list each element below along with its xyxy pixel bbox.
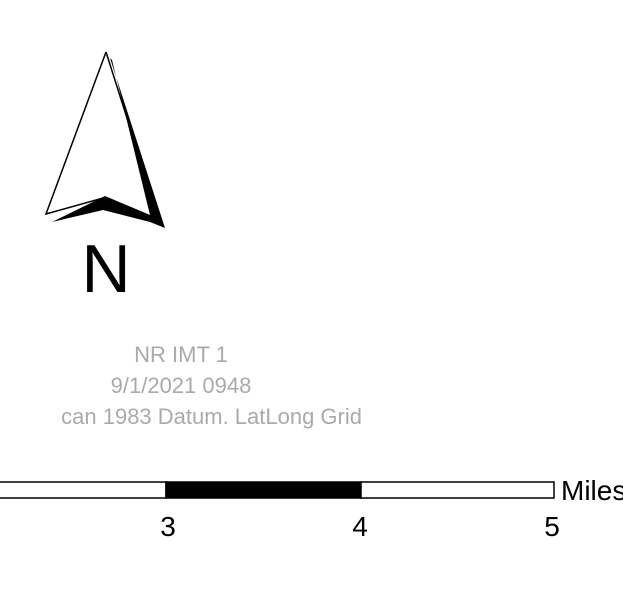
north-arrow: N xyxy=(44,51,165,307)
scale-tick-label: 3 xyxy=(160,511,176,542)
scale-segment-2 xyxy=(165,481,362,499)
scale-segment-1 xyxy=(0,481,167,499)
scale-bar: Miles 3 4 5 xyxy=(0,475,623,542)
map-datum: can 1983 Datum. LatLong Grid xyxy=(61,404,362,429)
north-letter: N xyxy=(81,231,130,307)
scale-segment-3 xyxy=(360,481,555,499)
map-date: 9/1/2021 0948 xyxy=(110,373,252,398)
scale-tick-label: 5 xyxy=(544,511,560,542)
map-title: NR IMT 1 xyxy=(134,342,228,367)
scale-unit-label: Miles xyxy=(561,475,623,506)
north-arrow-icon xyxy=(44,51,165,228)
scale-tick-label: 4 xyxy=(352,511,368,542)
